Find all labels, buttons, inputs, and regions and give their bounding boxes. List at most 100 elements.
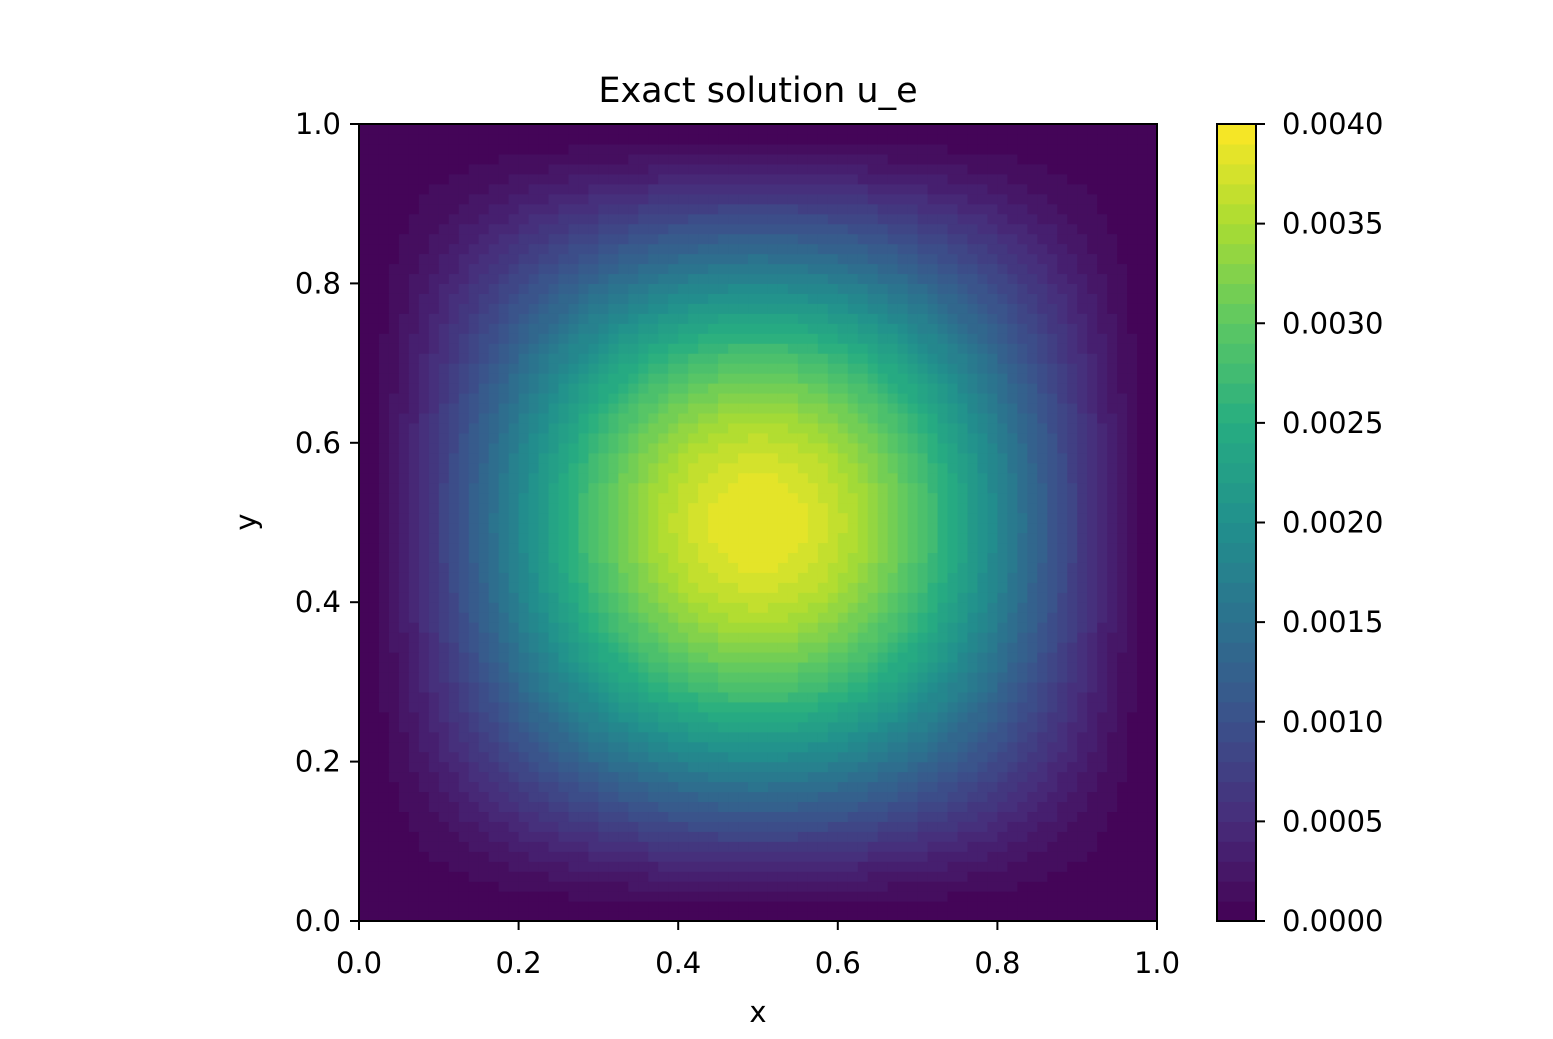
heatmap-cell [518,472,530,484]
heatmap-cell [927,891,939,902]
heatmap-cell [388,383,400,394]
heatmap-cell [887,642,899,653]
heatmap-cell [668,821,679,832]
heatmap-cell [468,492,480,504]
heatmap-cell [738,363,749,374]
heatmap-cell [528,841,540,852]
heatmap-cell [927,562,939,573]
heatmap-cell [438,652,450,663]
heatmap-cell [648,632,659,643]
heatmap-cell [867,741,879,753]
heatmap-cell [1127,691,1138,703]
heatmap-cell [378,542,390,553]
heatmap-cell [558,901,570,912]
heatmap-cell [927,721,939,733]
heatmap-cell [408,392,420,404]
heatmap-cell [967,412,979,424]
heatmap-cell [1077,881,1088,892]
heatmap-cell [678,612,689,623]
heatmap-cell [837,452,849,464]
heatmap-cell [558,462,570,474]
heatmap-cell [508,572,520,583]
heatmap-cell [987,383,998,394]
heatmap-cell [538,612,550,623]
heatmap-cell [1087,383,1098,394]
heatmap-cell [877,333,889,344]
heatmap-cell [568,293,580,304]
heatmap-cell [359,781,370,793]
heatmap-cell [1087,402,1098,414]
heatmap-cell [708,901,719,912]
heatmap-cell [448,552,460,563]
heatmap-cell [837,701,849,713]
heatmap-cell [1087,861,1098,872]
heatmap-cell [448,492,460,504]
heatmap-cell [907,661,919,673]
heatmap-cell [448,472,460,484]
heatmap-cell [748,303,759,314]
heatmap-cell [638,642,649,653]
heatmap-cell [378,831,390,842]
heatmap-cell [568,353,580,364]
heatmap-cell [578,851,590,862]
heatmap-cell [767,831,779,842]
heatmap-cell [438,582,450,593]
heatmap-cell [1107,652,1118,663]
heatmap-cell [1097,771,1108,783]
heatmap-cell [488,861,500,872]
heatmap-cell [568,612,580,623]
heatmap-cell [837,751,849,763]
heatmap-cell [438,462,450,474]
heatmap-cell [618,343,629,354]
heatmap-cell [1007,343,1018,354]
heatmap-cell [738,472,749,484]
heatmap-cell [558,303,570,314]
heatmap-cell [837,552,849,563]
heatmap-cell [1137,323,1148,334]
heatmap-cell [518,343,530,354]
heatmap-cell [398,532,410,544]
heatmap-cell [767,412,779,424]
heatmap-cell [847,901,859,912]
heatmap-cell [638,343,649,354]
heatmap-cell [518,542,530,553]
heatmap-cell [837,492,849,504]
heatmap-cell [1057,801,1068,813]
heatmap-cell [598,691,609,703]
heatmap-cell [638,512,649,524]
heatmap-cell [558,572,570,583]
heatmap-cell [1147,911,1157,921]
heatmap-cell [718,482,729,494]
heatmap-cell [1137,661,1148,673]
heatmap-cell [897,811,909,822]
heatmap-cell [518,622,530,633]
heatmap-cell [628,622,639,633]
heatmap-cell [428,313,440,324]
heatmap-cell [678,482,689,494]
heatmap-cell [1117,801,1128,813]
heatmap-cell [997,592,1008,603]
heatmap-cell [997,313,1008,324]
heatmap-cell [1057,343,1068,354]
heatmap-cell [827,442,839,454]
heatmap-cell [648,721,659,733]
heatmap-cell [638,472,649,484]
heatmap-cell [578,661,590,673]
heatmap-cell [538,652,550,663]
heatmap-cell [837,711,849,723]
heatmap-cell [857,502,869,514]
heatmap-cell [448,582,460,593]
heatmap-cell [937,383,949,394]
heatmap-cell [897,731,909,743]
heatmap-cell [987,861,998,872]
heatmap-cell [957,811,969,822]
heatmap-cell [428,353,440,364]
heatmap-cell [748,532,759,544]
heatmap-cell [558,392,570,404]
heatmap-cell [1047,383,1058,394]
heatmap-cell [1057,542,1068,553]
heatmap-cell [648,373,659,384]
heatmap-cell [448,751,460,763]
heatmap-cell [438,901,450,912]
heatmap-cell [678,582,689,593]
